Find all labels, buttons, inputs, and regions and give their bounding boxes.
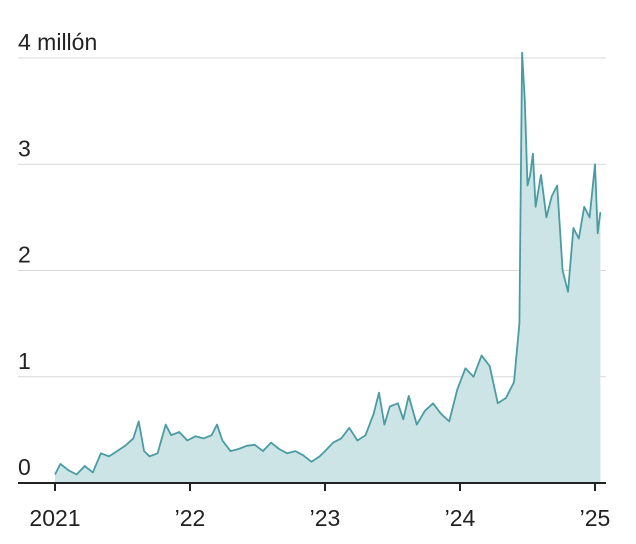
x-tick-label: ’23 bbox=[310, 505, 341, 531]
x-axis-ticks: 2021 ’22 ’23 ’24 ’25 bbox=[29, 483, 610, 531]
y-tick-label: 1 bbox=[18, 348, 31, 374]
x-tick-label: ’25 bbox=[580, 505, 611, 531]
gridlines bbox=[18, 57, 606, 378]
y-tick-label: 2 bbox=[18, 242, 31, 268]
area-fill bbox=[55, 52, 601, 483]
x-tick-label: ’24 bbox=[445, 505, 476, 531]
y-tick-label: 4 millón bbox=[18, 29, 97, 55]
y-axis-labels: 0 1 2 3 4 millón bbox=[18, 29, 97, 480]
series-line bbox=[54, 51, 602, 476]
y-tick-label: 3 bbox=[18, 135, 31, 161]
y-tick-label: 0 bbox=[18, 454, 31, 480]
x-tick-label: ’22 bbox=[175, 505, 206, 531]
x-tick-label: 2021 bbox=[29, 505, 80, 531]
